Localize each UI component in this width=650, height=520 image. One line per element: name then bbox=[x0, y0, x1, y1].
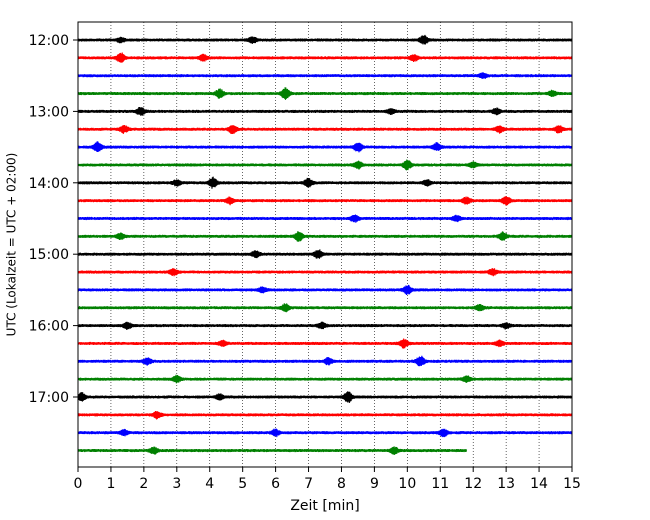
x-tick-label: 0 bbox=[74, 476, 83, 492]
trace-row-1615 bbox=[77, 338, 573, 349]
y-tick-label: 17:00 bbox=[29, 390, 69, 406]
x-tick-label: 9 bbox=[370, 476, 379, 492]
x-tick-label: 10 bbox=[398, 476, 416, 492]
y-axis-label: UTC (Lokalzeit = UTC + 02:00) bbox=[5, 153, 19, 337]
plot-frame bbox=[77, 21, 573, 468]
grid-lines bbox=[110, 22, 540, 467]
x-tick-label: 3 bbox=[172, 476, 181, 492]
x-axis-ticks: 0 1 2 3 4 5 6 7 8 9 10 11 12 13 14 15 bbox=[74, 467, 581, 492]
y-tick-label: 14:00 bbox=[29, 176, 69, 192]
y-tick-label: 12:00 bbox=[29, 33, 69, 49]
x-tick-label: 2 bbox=[139, 476, 148, 492]
trace-row-1200 bbox=[77, 34, 573, 45]
trace-row-1230 bbox=[77, 72, 573, 79]
trace-row-1415 bbox=[77, 196, 573, 206]
y-axis-ticks: 12:00 13:00 14:00 15:00 16:00 17:00 bbox=[29, 33, 78, 406]
x-tick-label: 13 bbox=[497, 476, 515, 492]
trace-row-1515 bbox=[77, 268, 573, 277]
trace-row-1745 bbox=[77, 446, 468, 455]
x-tick-label: 5 bbox=[238, 476, 247, 492]
trace-row-1645 bbox=[77, 374, 573, 384]
trace-row-1730 bbox=[77, 428, 573, 438]
x-tick-label: 4 bbox=[205, 476, 214, 492]
x-tick-label: 8 bbox=[337, 476, 346, 492]
y-tick-label: 15:00 bbox=[29, 247, 69, 263]
x-tick-label: 7 bbox=[304, 476, 313, 492]
trace-row-1245 bbox=[77, 87, 573, 100]
trace-row-1300 bbox=[77, 106, 573, 116]
trace-row-1530 bbox=[77, 284, 573, 295]
x-tick-label: 6 bbox=[271, 476, 280, 492]
x-tick-label: 11 bbox=[431, 476, 449, 492]
trace-row-1215 bbox=[77, 52, 573, 63]
trace-row-1400 bbox=[77, 176, 573, 189]
trace-row-1445 bbox=[77, 231, 573, 242]
trace-row-1345 bbox=[77, 159, 573, 171]
y-tick-label: 16:00 bbox=[29, 319, 69, 335]
trace-row-1330 bbox=[77, 141, 573, 153]
trace-row-1315 bbox=[77, 124, 573, 135]
x-tick-label: 14 bbox=[530, 476, 548, 492]
x-axis-label: Zeit [min] bbox=[290, 498, 359, 514]
trace-row-1430 bbox=[77, 214, 573, 223]
seismic-traces bbox=[77, 34, 573, 455]
x-tick-label: 12 bbox=[464, 476, 482, 492]
trace-row-1545 bbox=[77, 303, 573, 313]
trace-row-1715 bbox=[77, 410, 573, 420]
x-tick-label: 15 bbox=[563, 476, 581, 492]
trace-row-1600 bbox=[77, 321, 573, 330]
y-tick-label: 13:00 bbox=[29, 104, 69, 120]
trace-row-1500 bbox=[77, 249, 573, 259]
x-tick-label: 1 bbox=[106, 476, 115, 492]
trace-row-1630 bbox=[77, 355, 573, 367]
trace-row-1700 bbox=[77, 391, 573, 403]
